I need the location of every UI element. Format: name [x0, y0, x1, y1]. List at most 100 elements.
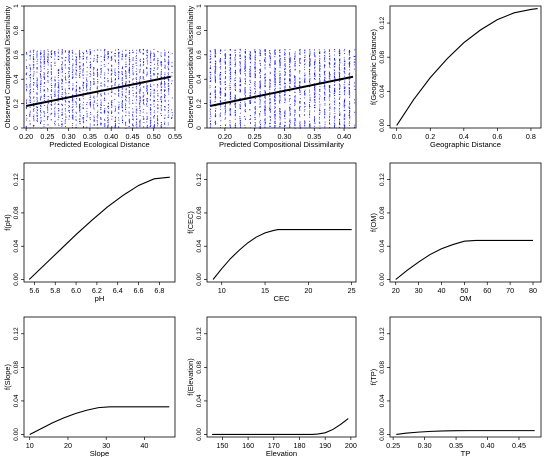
- data-point: [229, 111, 231, 113]
- data-point: [54, 65, 56, 66]
- data-point: [139, 71, 141, 73]
- data-point: [171, 65, 173, 67]
- data-point: [240, 68, 242, 70]
- data-point: [149, 125, 151, 127]
- data-point: [161, 115, 162, 116]
- data-point: [264, 80, 266, 81]
- data-point: [50, 89, 52, 91]
- data-point: [139, 84, 141, 86]
- data-point: [114, 70, 116, 72]
- x-tick-label: 15: [261, 286, 269, 295]
- data-point: [339, 48, 341, 50]
- data-point: [274, 125, 276, 127]
- data-point: [240, 102, 241, 103]
- x-tick-label: 40: [437, 286, 445, 295]
- data-point: [254, 112, 256, 114]
- data-point: [284, 52, 286, 54]
- data-point: [51, 112, 53, 114]
- data-point: [264, 106, 266, 107]
- data-point: [314, 93, 316, 94]
- data-point: [111, 86, 112, 88]
- data-point: [259, 68, 261, 70]
- data-point: [40, 108, 41, 109]
- data-point: [157, 93, 159, 94]
- data-point: [245, 111, 246, 113]
- data-point: [214, 54, 216, 56]
- data-point: [89, 102, 91, 104]
- data-point: [215, 110, 216, 112]
- data-point: [168, 114, 170, 116]
- data-point: [61, 124, 63, 126]
- data-point: [215, 123, 216, 125]
- y-tick-label: 0.6: [196, 50, 203, 59]
- data-point: [348, 106, 350, 108]
- y-tick-label: 0.08: [379, 361, 386, 374]
- data-point: [328, 97, 330, 99]
- data-point: [339, 53, 341, 55]
- data-point: [274, 121, 276, 123]
- data-point: [244, 78, 246, 80]
- data-point: [139, 58, 141, 60]
- data-point: [61, 49, 63, 51]
- data-point: [47, 96, 49, 97]
- data-point: [64, 64, 66, 65]
- data-point: [136, 108, 138, 110]
- data-point: [255, 76, 256, 78]
- data-point: [149, 109, 151, 110]
- data-point: [309, 78, 311, 80]
- data-point: [72, 111, 74, 113]
- data-point: [259, 93, 261, 95]
- response-curve: [396, 430, 535, 436]
- data-point: [235, 98, 237, 99]
- data-point: [43, 94, 45, 96]
- data-point: [61, 109, 63, 111]
- data-point: [329, 90, 331, 92]
- data-point: [171, 118, 172, 119]
- data-point: [79, 109, 81, 111]
- data-point: [93, 95, 95, 97]
- data-point: [339, 74, 340, 75]
- data-point: [149, 70, 151, 72]
- data-point: [132, 125, 134, 127]
- data-point: [250, 94, 251, 96]
- data-point: [254, 55, 256, 57]
- data-point: [139, 65, 141, 67]
- data-point: [89, 65, 91, 66]
- data-point: [214, 96, 216, 98]
- data-point: [40, 117, 42, 118]
- data-point: [235, 72, 236, 74]
- data-point: [93, 120, 95, 122]
- data-point: [142, 118, 144, 120]
- data-point: [62, 80, 63, 82]
- data-point: [171, 112, 173, 113]
- data-point: [344, 62, 346, 64]
- data-point: [314, 85, 316, 87]
- data-point: [29, 85, 31, 87]
- y-tick-label: 0: [13, 126, 20, 130]
- data-point: [274, 78, 276, 80]
- data-point: [333, 125, 335, 127]
- data-point: [299, 105, 301, 107]
- data-point: [225, 70, 227, 72]
- data-point: [58, 75, 59, 76]
- data-point: [129, 91, 130, 93]
- y-tick-label: 0.04: [196, 394, 203, 407]
- data-point: [107, 80, 109, 81]
- data-point: [239, 120, 241, 122]
- data-point: [309, 54, 311, 56]
- data-point: [104, 59, 106, 61]
- data-point: [254, 52, 256, 54]
- data-point: [96, 102, 98, 104]
- data-point: [240, 123, 241, 125]
- data-point: [47, 104, 49, 106]
- data-point: [156, 107, 158, 109]
- data-point: [244, 103, 246, 104]
- data-point: [284, 66, 286, 67]
- y-tick-label: 0.00: [196, 273, 203, 286]
- data-point: [249, 74, 251, 76]
- data-point: [259, 51, 261, 53]
- data-point: [229, 92, 231, 94]
- data-point: [62, 104, 63, 106]
- data-point: [324, 67, 325, 69]
- data-point: [36, 118, 38, 119]
